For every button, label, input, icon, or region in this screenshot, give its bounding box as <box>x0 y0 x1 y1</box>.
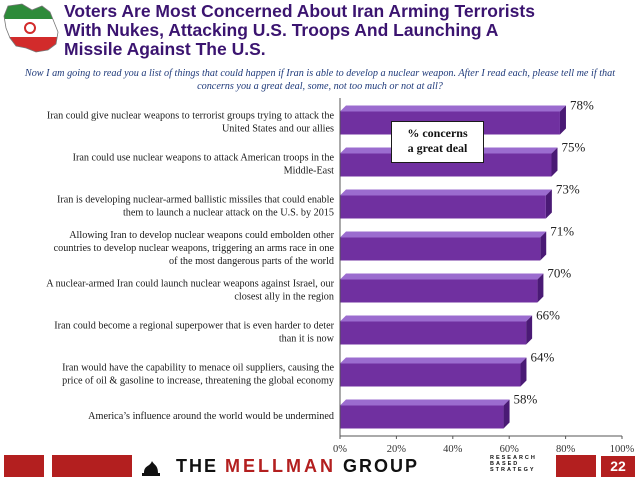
bar-top-face <box>340 273 544 280</box>
category-label-line: price of oil & gasoline to increase, thr… <box>62 376 335 387</box>
bar-side-face <box>537 273 544 303</box>
category-label-line: countries to develop nuclear weapons, tr… <box>54 243 335 254</box>
bar <box>340 321 527 345</box>
bar-side-face <box>545 189 552 219</box>
logo-tagline: RESEARCH BASED STRATEGY <box>490 455 550 473</box>
bar-top-face <box>340 357 527 364</box>
category-label: Allowing Iran to develop nuclear weapons… <box>54 230 335 267</box>
x-tick-label: 60% <box>500 444 520 454</box>
category-label-line: United States and our allies <box>222 124 334 135</box>
category-label: Iran could give nuclear weapons to terro… <box>47 111 335 135</box>
category-label-line: Iran could become a regional superpower … <box>54 321 334 332</box>
bar-side-face <box>520 357 527 387</box>
footer-stripe-left <box>4 455 44 477</box>
tagline-strategy: STRATEGY <box>490 467 536 473</box>
category-label: A nuclear-armed Iran could launch nuclea… <box>46 279 334 303</box>
logo-word-mellman: MELLMAN <box>225 456 336 476</box>
slide-title: Voters Are Most Concerned About Iran Arm… <box>64 1 535 59</box>
value-label: 73% <box>556 182 580 197</box>
legend-text: % concerns a great deal <box>407 126 468 155</box>
category-label-line: Middle-East <box>284 166 335 177</box>
category-label: Iran could become a regional superpower … <box>54 321 334 345</box>
footer-stripe-center-left <box>52 455 132 477</box>
bar <box>340 279 538 303</box>
page-number: 22 <box>601 456 635 477</box>
logo-word-group: GROUP <box>336 456 420 476</box>
category-label-line: than it is now <box>279 334 335 345</box>
value-label: 70% <box>547 266 571 281</box>
mellman-logo-icon <box>142 461 160 476</box>
bar-top-face <box>340 189 552 196</box>
bar-side-face <box>526 315 533 345</box>
bar-side-face <box>559 105 566 135</box>
bar-top-face <box>340 231 547 238</box>
iran-flag-map-icon <box>3 3 59 53</box>
x-tick-label: 20% <box>387 444 407 454</box>
bar-side-face <box>503 399 510 429</box>
footer-stripe-right <box>556 455 596 477</box>
x-tick-label: 0% <box>333 444 347 454</box>
tagline-based: BASED <box>490 461 520 467</box>
category-label-line: Allowing Iran to develop nuclear weapons… <box>69 230 334 241</box>
bar <box>340 363 521 387</box>
horizontal-bar-chart: 78% Iran could give nuclear weapons to te… <box>46 98 635 455</box>
category-label-line: Iran could give nuclear weapons to terro… <box>47 111 335 122</box>
x-tick-label: 80% <box>556 444 576 454</box>
chart-legend-box: % concerns a great deal <box>391 121 484 163</box>
category-label: America’s influence around the world wou… <box>88 411 334 422</box>
category-label: Iran could use nuclear weapons to attack… <box>73 153 335 177</box>
category-label: Iran would have the capability to menace… <box>62 363 335 387</box>
bar <box>340 405 504 429</box>
category-label-line: them to launch a nuclear attack on the U… <box>123 208 334 219</box>
value-label: 75% <box>562 140 586 155</box>
category-label-line: A nuclear-armed Iran could launch nuclea… <box>46 279 334 290</box>
category-label-line: Iran would have the capability to menace… <box>62 363 334 374</box>
value-label: 58% <box>514 392 538 407</box>
category-label: Iran is developing nuclear-armed ballist… <box>57 195 335 219</box>
survey-question: Now I am going to read you a list of thi… <box>24 68 616 92</box>
bar-top-face <box>340 399 510 406</box>
bar-side-face <box>551 147 558 177</box>
category-label-line: closest ally in the region <box>234 292 334 303</box>
value-label: 78% <box>570 98 594 113</box>
category-label-line: America’s influence around the world wou… <box>88 411 334 422</box>
category-label-line: of the most dangerous parts of the world <box>169 256 334 267</box>
bar <box>340 237 541 261</box>
value-label: 66% <box>536 308 560 323</box>
mellman-group-logo: THE MELLMAN GROUP <box>176 454 419 478</box>
category-label-line: Iran is developing nuclear-armed ballist… <box>57 195 335 206</box>
tagline-research: RESEARCH <box>490 455 537 461</box>
bar-side-face <box>540 231 547 261</box>
x-tick-label: 40% <box>443 444 463 454</box>
value-label: 64% <box>530 350 554 365</box>
category-label-line: Iran could use nuclear weapons to attack… <box>73 153 335 164</box>
bar-top-face <box>340 315 533 322</box>
x-tick-label: 100% <box>610 444 635 454</box>
logo-word-the: THE <box>176 456 226 476</box>
bar <box>340 195 546 219</box>
value-label: 71% <box>550 224 574 239</box>
bar-top-face <box>340 105 566 112</box>
